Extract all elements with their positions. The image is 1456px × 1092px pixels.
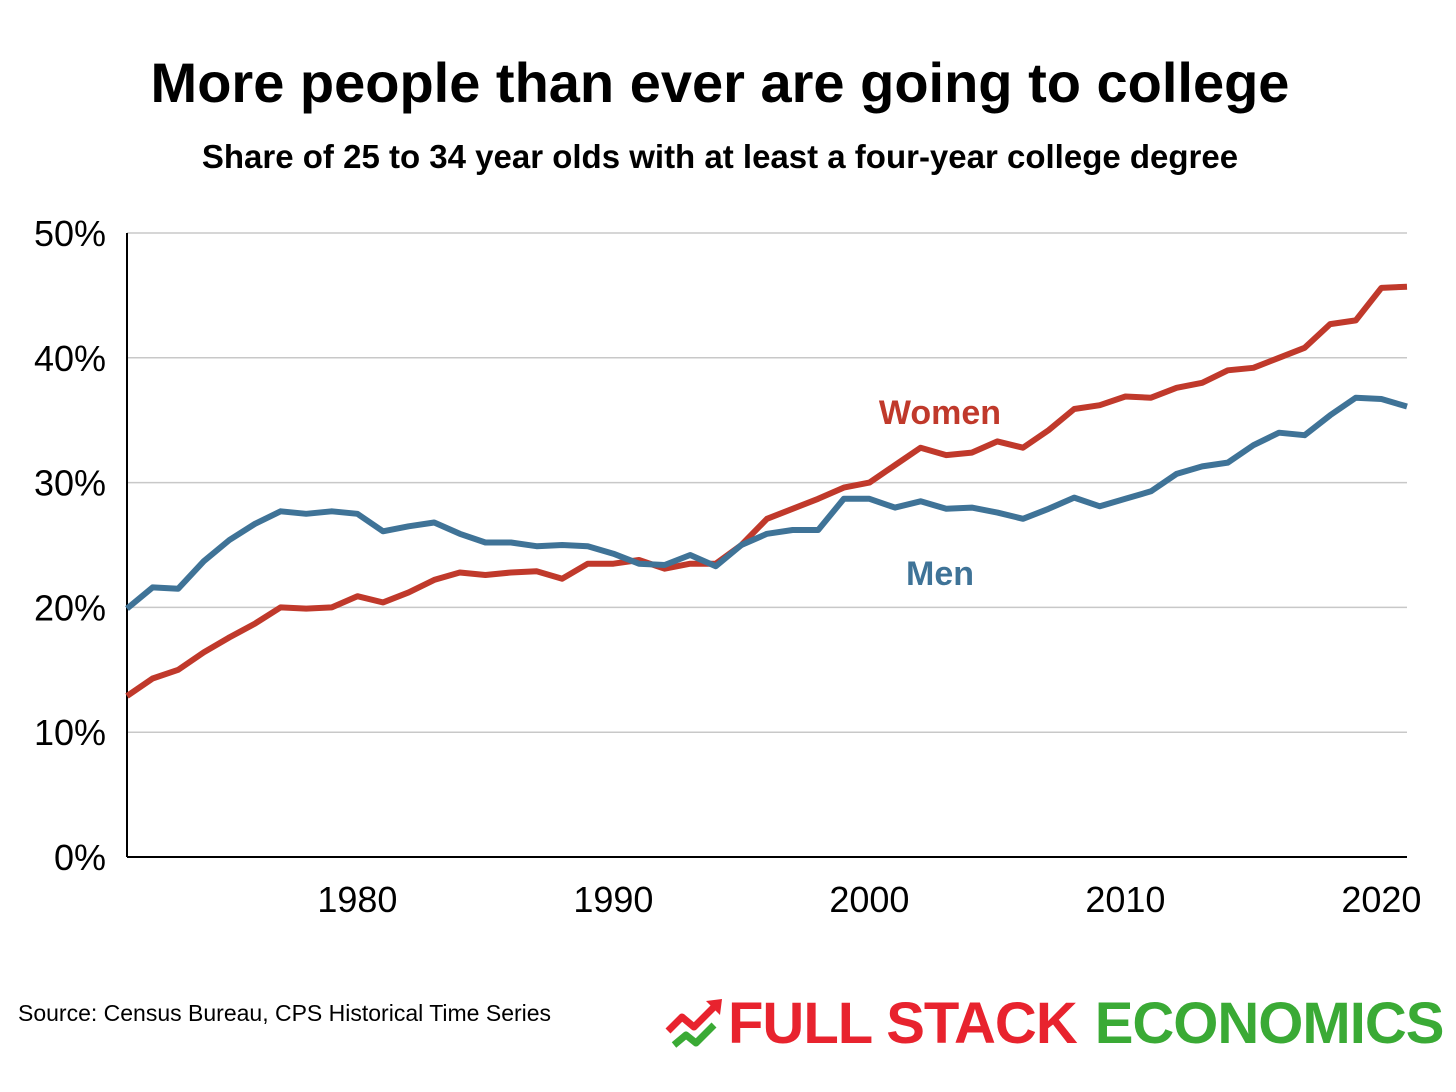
- series-label-women: Women: [879, 394, 1001, 432]
- series-labels: Women Men: [879, 394, 1001, 593]
- y-tick-label: 10%: [34, 712, 106, 753]
- x-tick-label: 1980: [317, 879, 397, 920]
- logo-word-full-stack: FULL STACK: [728, 990, 1078, 1056]
- gridlines: [127, 232, 1407, 733]
- chart-subtitle: Share of 25 to 34 year olds with at leas…: [201, 138, 1239, 175]
- y-tick-label: 0%: [54, 837, 106, 878]
- chart-title: More people than ever are going to colle…: [150, 51, 1290, 114]
- series-line-men: [125, 394, 1408, 611]
- brand-logo: FULL STACK ECONOMICS: [664, 988, 1445, 1058]
- x-tick-label: 2010: [1085, 879, 1165, 920]
- series-lines: [125, 283, 1408, 699]
- line-chart: 0% 10% 20% 30% 40% 50% 1980 1990 2000 2010 2020 Wo…: [34, 213, 1422, 920]
- y-tick-label: 30%: [34, 463, 106, 504]
- y-tick-label: 40%: [34, 338, 106, 379]
- trend-arrow-icon: [665, 999, 722, 1048]
- tick-labels: 0% 10% 20% 30% 40% 50% 1980 1990 2000 2010 2020: [34, 213, 1422, 920]
- x-tick-label: 2020: [1341, 879, 1421, 920]
- y-tick-label: 50%: [34, 213, 106, 254]
- source-note: Source: Census Bureau, CPS Historical Ti…: [18, 1000, 552, 1026]
- logo-word-economics: ECONOMICS: [1094, 990, 1445, 1056]
- series-line-women: [125, 283, 1408, 699]
- series-label-men: Men: [906, 555, 974, 593]
- y-tick-label: 20%: [34, 587, 106, 628]
- axes: [126, 233, 1407, 858]
- x-tick-label: 1990: [573, 879, 653, 920]
- x-tick-label: 2000: [829, 879, 909, 920]
